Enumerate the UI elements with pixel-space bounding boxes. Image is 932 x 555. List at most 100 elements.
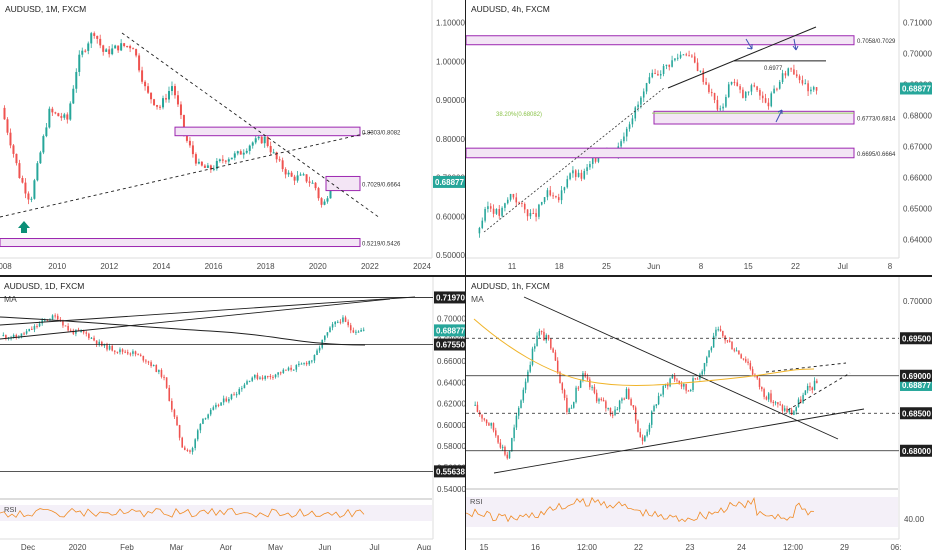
candle-body: [625, 389, 628, 399]
candle-body: [648, 77, 651, 84]
candle-body: [215, 404, 217, 408]
price-tick-label: 0.68000: [903, 112, 932, 121]
candle-body: [591, 386, 593, 388]
candle-body: [747, 361, 749, 364]
chart-title: AUDUSD, 1M, FXCM: [5, 4, 86, 14]
candle-body: [745, 359, 747, 362]
candle-body: [490, 423, 492, 426]
candle-body: [28, 328, 31, 332]
candle-body: [664, 384, 667, 387]
daily-chart-panel[interactable]: 0.700000.680000.660000.640000.620000.600…: [0, 277, 467, 552]
candle-body: [515, 415, 518, 428]
h4-chart-panel[interactable]: 0.710000.700000.690000.680000.670000.660…: [465, 0, 932, 275]
candle-body: [488, 423, 490, 426]
candle-body: [761, 95, 764, 99]
candle-body: [719, 108, 722, 110]
candle-body: [742, 358, 745, 360]
candle-body: [139, 354, 142, 356]
candle-body: [85, 332, 88, 334]
chart-title: AUDUSD, 4h, FXCM: [471, 4, 550, 14]
current-price-label: 0.68877: [902, 84, 931, 93]
hourly-chart-panel[interactable]: 0.70000 0.69500 0.69000 0.68500 0.68000 15 16 1…: [465, 277, 932, 552]
current-price-tag: [900, 378, 932, 391]
candle-body: [220, 402, 222, 406]
candle-body: [218, 159, 221, 161]
candle-body: [800, 399, 802, 403]
candle-body: [816, 380, 818, 384]
candle-body: [6, 119, 9, 133]
candle-body: [90, 33, 93, 44]
candle-body: [90, 337, 93, 339]
candle-body: [549, 190, 552, 196]
candle-body: [753, 85, 756, 87]
candle-body: [182, 115, 185, 132]
candle-body: [781, 73, 784, 82]
candle-body: [331, 324, 334, 328]
candle-body: [101, 341, 103, 346]
candle-body: [495, 209, 498, 214]
candle-body: [557, 197, 560, 201]
candle-body: [145, 360, 147, 362]
candle-body: [51, 315, 54, 320]
candle-body: [508, 451, 511, 459]
candle-body: [299, 174, 302, 176]
candle-body: [27, 193, 30, 200]
candle-body: [761, 386, 763, 390]
price-tick-label: 0.70000: [903, 297, 932, 306]
time-tick-label: 16: [531, 543, 540, 550]
candle-body: [485, 419, 488, 424]
time-tick-label: 2024: [413, 262, 431, 271]
candle-body: [623, 398, 625, 400]
candle-body: [171, 400, 173, 410]
candle-body: [336, 321, 339, 323]
candle-body: [251, 142, 254, 146]
candle-body: [597, 155, 600, 162]
candle-body: [523, 203, 526, 210]
candle-body: [282, 369, 285, 373]
time-tick-label: Jun: [319, 543, 332, 550]
candle-body: [657, 395, 660, 405]
candle-body: [181, 437, 184, 448]
candle-body: [668, 64, 671, 67]
candle-body: [228, 399, 230, 402]
candle-body: [646, 431, 648, 436]
candle-body: [790, 409, 793, 415]
up-arrow-icon: [18, 221, 30, 233]
dashed-trendline-up: [0, 131, 373, 218]
candle-body: [708, 84, 710, 93]
trendline: [0, 296, 416, 326]
resistance-zone: [174, 126, 361, 137]
candle-body: [323, 201, 326, 205]
candle-body: [347, 321, 349, 326]
candle-body: [498, 209, 501, 216]
level-price-label: 0.55638: [436, 467, 465, 476]
candle-body: [770, 393, 772, 402]
candle-body: [795, 74, 798, 77]
candle-body: [657, 73, 659, 76]
candle-body: [598, 398, 600, 402]
candle-body: [147, 361, 150, 363]
candle-body: [777, 402, 779, 405]
candle-body: [540, 331, 543, 333]
candle-body: [706, 357, 708, 364]
candle-body: [788, 409, 791, 413]
candle-body: [93, 337, 95, 341]
candle-body: [630, 399, 632, 406]
candle-body: [23, 333, 25, 335]
candle-body: [642, 91, 645, 98]
candle-body: [147, 86, 150, 93]
monthly-chart-panel[interactable]: 1.100001.000000.900000.800000.700000.600…: [0, 0, 466, 275]
candle-body: [48, 108, 51, 128]
candle-body: [221, 159, 224, 161]
candle-body: [499, 442, 502, 448]
candle-body: [625, 128, 628, 137]
candle-body: [43, 319, 46, 321]
trendline: [0, 298, 391, 340]
candle-body: [260, 136, 263, 144]
candle-body: [733, 349, 736, 351]
candle-body: [563, 390, 566, 398]
candle-body: [495, 430, 497, 436]
candle-body: [605, 401, 607, 409]
up-arrow-icon: [775, 109, 783, 123]
candle-body: [809, 385, 811, 388]
